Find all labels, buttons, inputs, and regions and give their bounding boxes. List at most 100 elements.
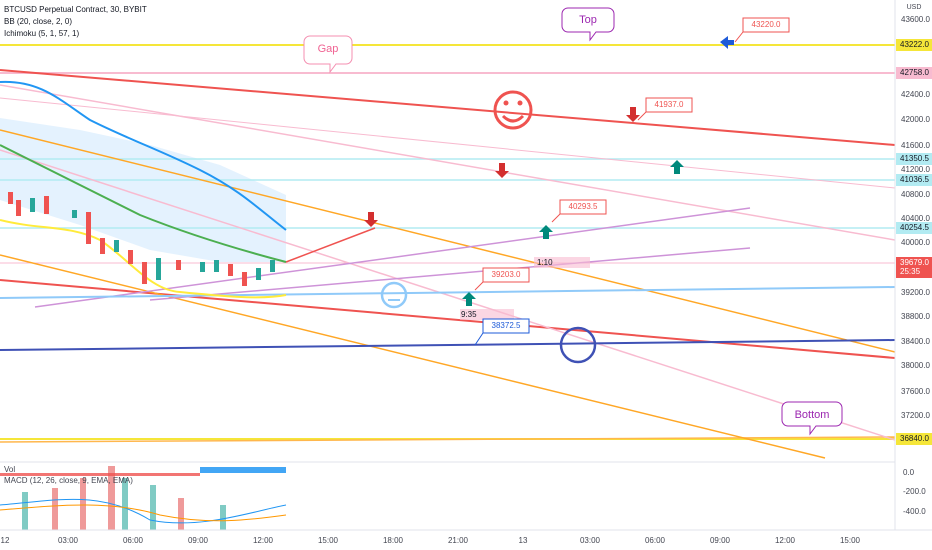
price-label: 40800.0 xyxy=(901,190,930,199)
trend-line xyxy=(0,279,896,359)
legend: Ichimoku (5, 1, 57, 1) xyxy=(4,29,79,38)
note: 39203.0 xyxy=(492,270,521,279)
lower-legend: Vol xyxy=(4,465,15,474)
price-label: 42400.0 xyxy=(901,90,930,99)
trend-line xyxy=(0,254,826,459)
time-label: 03:00 xyxy=(58,536,79,545)
price-label: 40400.0 xyxy=(901,214,930,223)
price-label: 39200.0 xyxy=(901,288,930,297)
range-box xyxy=(534,257,590,268)
note: 41937.0 xyxy=(655,100,684,109)
price-badge-label: 42758.0 xyxy=(900,68,929,77)
neutral-face xyxy=(380,281,408,309)
time-label: 12:00 xyxy=(253,536,274,545)
time-label: 12 xyxy=(1,536,10,545)
currency: USD xyxy=(907,4,922,11)
down-arrow xyxy=(495,163,509,178)
countdown: 25:35 xyxy=(900,267,921,276)
price-label: 38800.0 xyxy=(901,312,930,321)
price-label: 37200.0 xyxy=(901,411,930,420)
trend-line xyxy=(0,69,896,146)
price-label: 43600.0 xyxy=(901,15,930,24)
price-badge-label: 43222.0 xyxy=(900,40,929,49)
time-label: 06:00 xyxy=(645,536,666,545)
price-badge xyxy=(896,174,932,186)
arrow-line xyxy=(285,227,376,263)
range-label: 1:10 xyxy=(537,258,553,267)
bb-upper xyxy=(0,80,287,231)
time-label: 06:00 xyxy=(123,536,144,545)
time-label: 12:00 xyxy=(775,536,796,545)
time-label: 15:00 xyxy=(318,536,339,545)
trend-line xyxy=(34,207,751,308)
price-label: 38400.0 xyxy=(901,337,930,346)
price-badge-label: 36840.0 xyxy=(900,434,929,443)
legend: BB (20, close, 2, 0) xyxy=(4,17,72,26)
up-arrow xyxy=(539,225,553,239)
signal-line xyxy=(0,504,287,522)
price-label: 41200.0 xyxy=(901,165,930,174)
price-label: 41600.0 xyxy=(901,141,930,150)
down-arrow xyxy=(626,107,640,122)
left-arrow xyxy=(720,36,734,49)
callout xyxy=(561,7,615,42)
range-label: 9:35 xyxy=(461,310,477,319)
time-axis: 12 03:00 06:00 09:00 12:00 15:00 18:00 21:00 13 0… xyxy=(1,536,861,545)
trend-line xyxy=(0,339,896,351)
range-box xyxy=(460,309,514,320)
up-arrow xyxy=(462,292,476,306)
price-label: 37600.0 xyxy=(901,387,930,396)
time-label: 09:00 xyxy=(188,536,209,545)
trend-line xyxy=(0,84,896,241)
legend: BTCUSD Perpetual Contract, 30, BYBIT xyxy=(4,5,147,14)
up-arrow xyxy=(670,160,684,174)
macd-label: -400.0 xyxy=(903,507,926,516)
price-badge xyxy=(896,39,932,51)
callout-text: Bottom xyxy=(795,409,830,421)
price-label: 40000.0 xyxy=(901,238,930,247)
trend-line xyxy=(0,97,896,189)
lower-legend: MACD (12, 26, close, 9, EMA, EMA) xyxy=(4,476,133,485)
price-badge xyxy=(896,222,932,234)
trend-line xyxy=(149,247,751,301)
callout xyxy=(303,35,353,74)
time-label: 15:00 xyxy=(840,536,861,545)
time-label: 03:00 xyxy=(580,536,601,545)
macd-label: 0.0 xyxy=(903,468,915,477)
price-badge xyxy=(896,433,932,445)
price-badge-label: 41350.5 xyxy=(900,154,929,163)
time-label: 21:00 xyxy=(448,536,469,545)
note: 40293.5 xyxy=(569,202,598,211)
note: 38372.5 xyxy=(492,321,521,330)
trend-line xyxy=(0,129,896,353)
price-badge xyxy=(896,153,932,165)
callout xyxy=(781,401,843,436)
time-label: 13 xyxy=(519,536,528,545)
last-price-badge xyxy=(896,257,932,278)
callout-text: Top xyxy=(579,14,597,26)
price-badge-label: 41036.5 xyxy=(900,175,929,184)
price-axis: 43600.0 42400.0 42000.0 41600.0 41200.0 40800… xyxy=(896,15,932,516)
time-label: 09:00 xyxy=(710,536,731,545)
price-notes: 43220.0 41937.0 40293.5 39203.0 38372.5 xyxy=(474,17,790,346)
sad-face xyxy=(559,326,597,364)
bb-basis xyxy=(0,144,287,263)
candles xyxy=(8,192,275,286)
down-arrow xyxy=(364,212,378,227)
price-label: 38000.0 xyxy=(901,361,930,370)
callout-text: Gap xyxy=(318,43,339,55)
note: 43220.0 xyxy=(752,20,781,29)
macd-line xyxy=(0,498,287,524)
last-price: 39679.0 xyxy=(900,258,929,267)
ichimoku-cloud xyxy=(0,118,286,262)
volume-bars xyxy=(0,466,286,530)
bb-lower xyxy=(0,219,287,299)
price-label: 42000.0 xyxy=(901,115,930,124)
trend-line xyxy=(0,286,896,299)
smiley xyxy=(493,90,533,130)
price-badge xyxy=(896,67,932,79)
trend-line xyxy=(0,149,896,441)
macd-label: -200.0 xyxy=(903,487,926,496)
